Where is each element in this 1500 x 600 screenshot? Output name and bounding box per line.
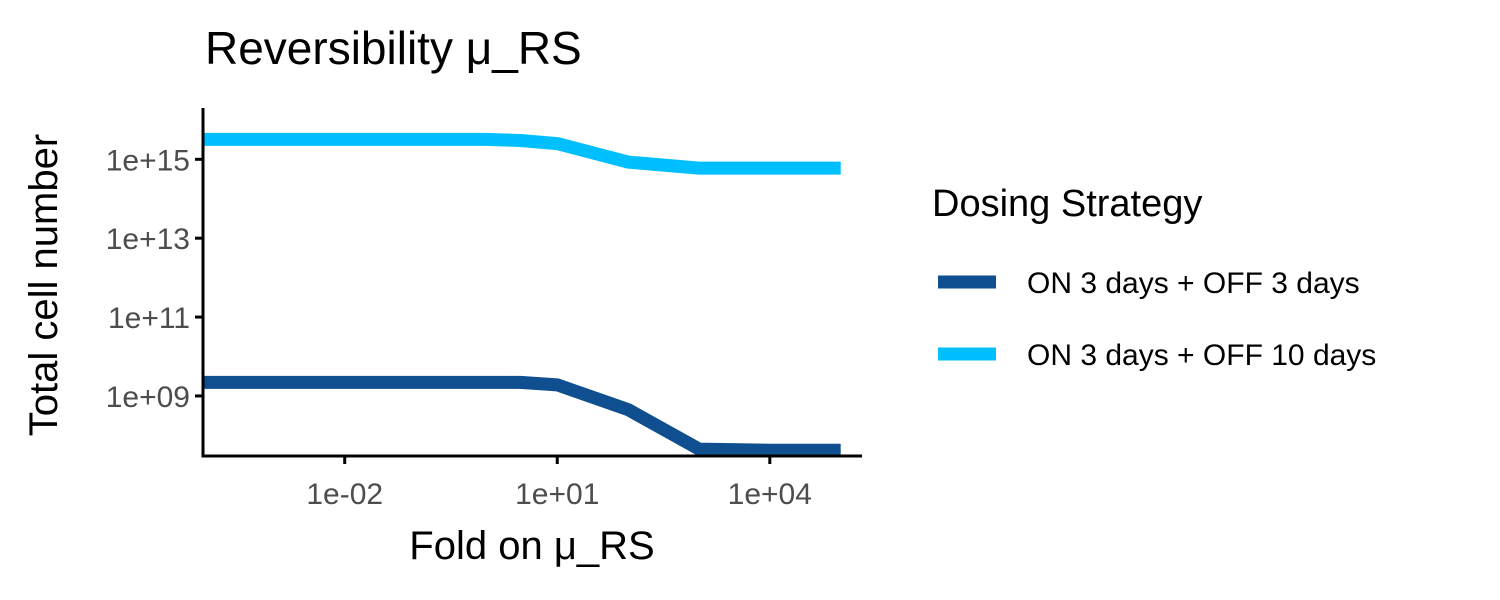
legend: Dosing Strategy ON 3 days + OFF 3 daysON…: [932, 183, 1376, 372]
y-tick-label: 1e+09: [106, 381, 190, 414]
y-tick-label: 1e+11: [108, 302, 190, 335]
series-line-2: [203, 132, 841, 175]
x-tick-label: 1e-02: [306, 478, 383, 511]
y-tick-label: 1e+13: [106, 223, 190, 256]
chart-title: Reversibility μ_RS: [205, 22, 582, 74]
plot-panel: 1e+09 1e+11 1e+13 1e+15 1e-02 1e+01 1e+04: [106, 108, 862, 511]
legend-label-1: ON 3 days + OFF 3 days: [1027, 267, 1360, 300]
x-tick-label: 1e+01: [515, 478, 599, 511]
y-axis-ticks: 1e+09 1e+11 1e+13 1e+15: [106, 144, 203, 414]
x-tick-label: 1e+04: [728, 478, 812, 511]
legend-label-2: ON 3 days + OFF 10 days: [1027, 339, 1376, 372]
legend-items: ON 3 days + OFF 3 days ON 3 days + OFF 10…: [938, 267, 1376, 372]
y-axis-title: Total cell number: [22, 134, 66, 436]
series-layer: [203, 132, 841, 457]
legend-title: Dosing Strategy: [932, 183, 1202, 225]
x-axis-title: Fold on μ_RS: [409, 524, 654, 568]
y-tick-label: 1e+15: [106, 144, 190, 177]
x-axis-ticks: 1e-02 1e+01 1e+04: [306, 456, 812, 511]
series-line-1: [203, 375, 841, 457]
